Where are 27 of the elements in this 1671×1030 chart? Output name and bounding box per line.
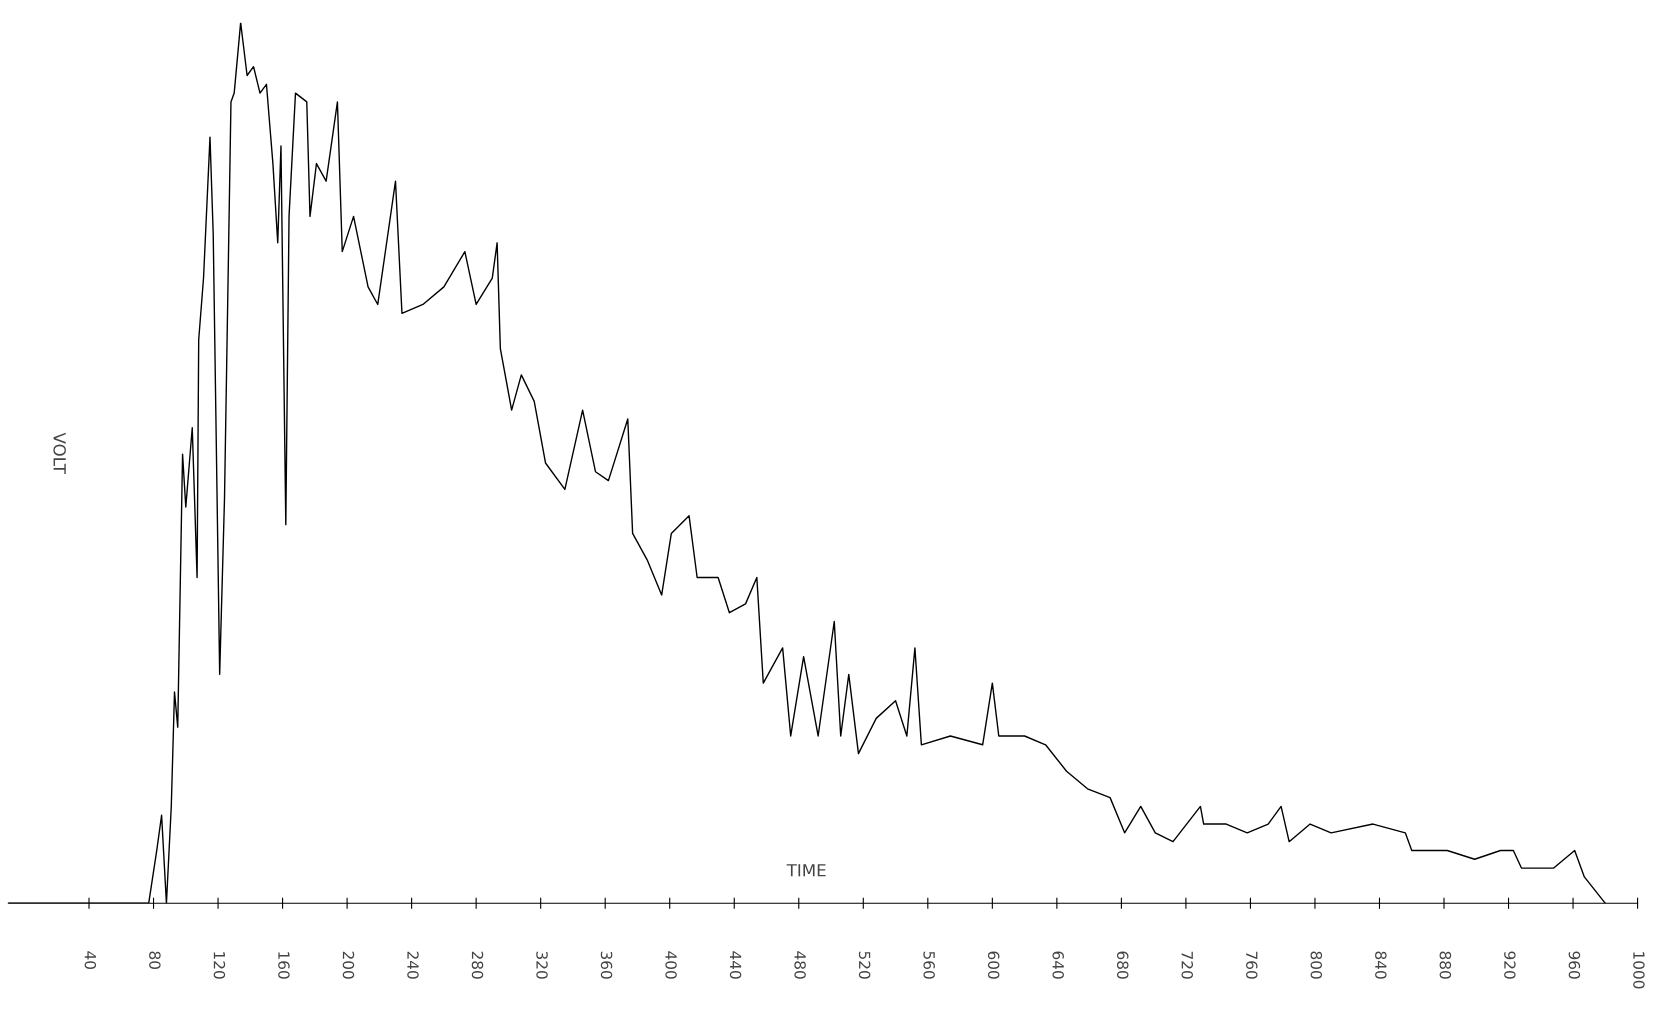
x-tick-label: 120	[213, 952, 226, 979]
x-tick-label: 400	[665, 951, 677, 979]
y-axis-title: VOLT	[53, 432, 66, 474]
x-tick-label: 80	[149, 951, 161, 969]
x-tick-label: 160	[278, 952, 290, 979]
x-tick-label: 840	[1375, 951, 1387, 979]
x-tick-label: 640	[1052, 951, 1064, 979]
x-tick-label: 440	[729, 951, 742, 979]
x-tick-label: 480	[794, 951, 806, 979]
x-tick-label: 280	[471, 951, 484, 979]
x-axis-title: TIME	[786, 864, 826, 877]
x-tick-label: 520	[858, 951, 871, 979]
x-tick-label: 920	[1504, 951, 1516, 979]
x-tick-label: 1000	[1633, 952, 1645, 989]
x-tick-label: 560	[923, 951, 935, 979]
x-tick-label: 360	[600, 951, 613, 979]
x-tick-label: 760	[1246, 951, 1258, 979]
x-tick-label: 600	[987, 951, 1000, 979]
x-tick-label: 320	[536, 951, 548, 979]
x-tick-label: 880	[1439, 951, 1452, 979]
x-tick-label: 720	[1181, 951, 1194, 979]
x-tick-label: 40	[84, 951, 97, 969]
x-tick-label: 960	[1568, 951, 1581, 979]
x-tick-label: 680	[1116, 951, 1129, 979]
x-tick-label: 240	[407, 951, 419, 979]
x-tick-label: 800	[1310, 951, 1323, 979]
x-tick-label: 200	[342, 951, 355, 979]
